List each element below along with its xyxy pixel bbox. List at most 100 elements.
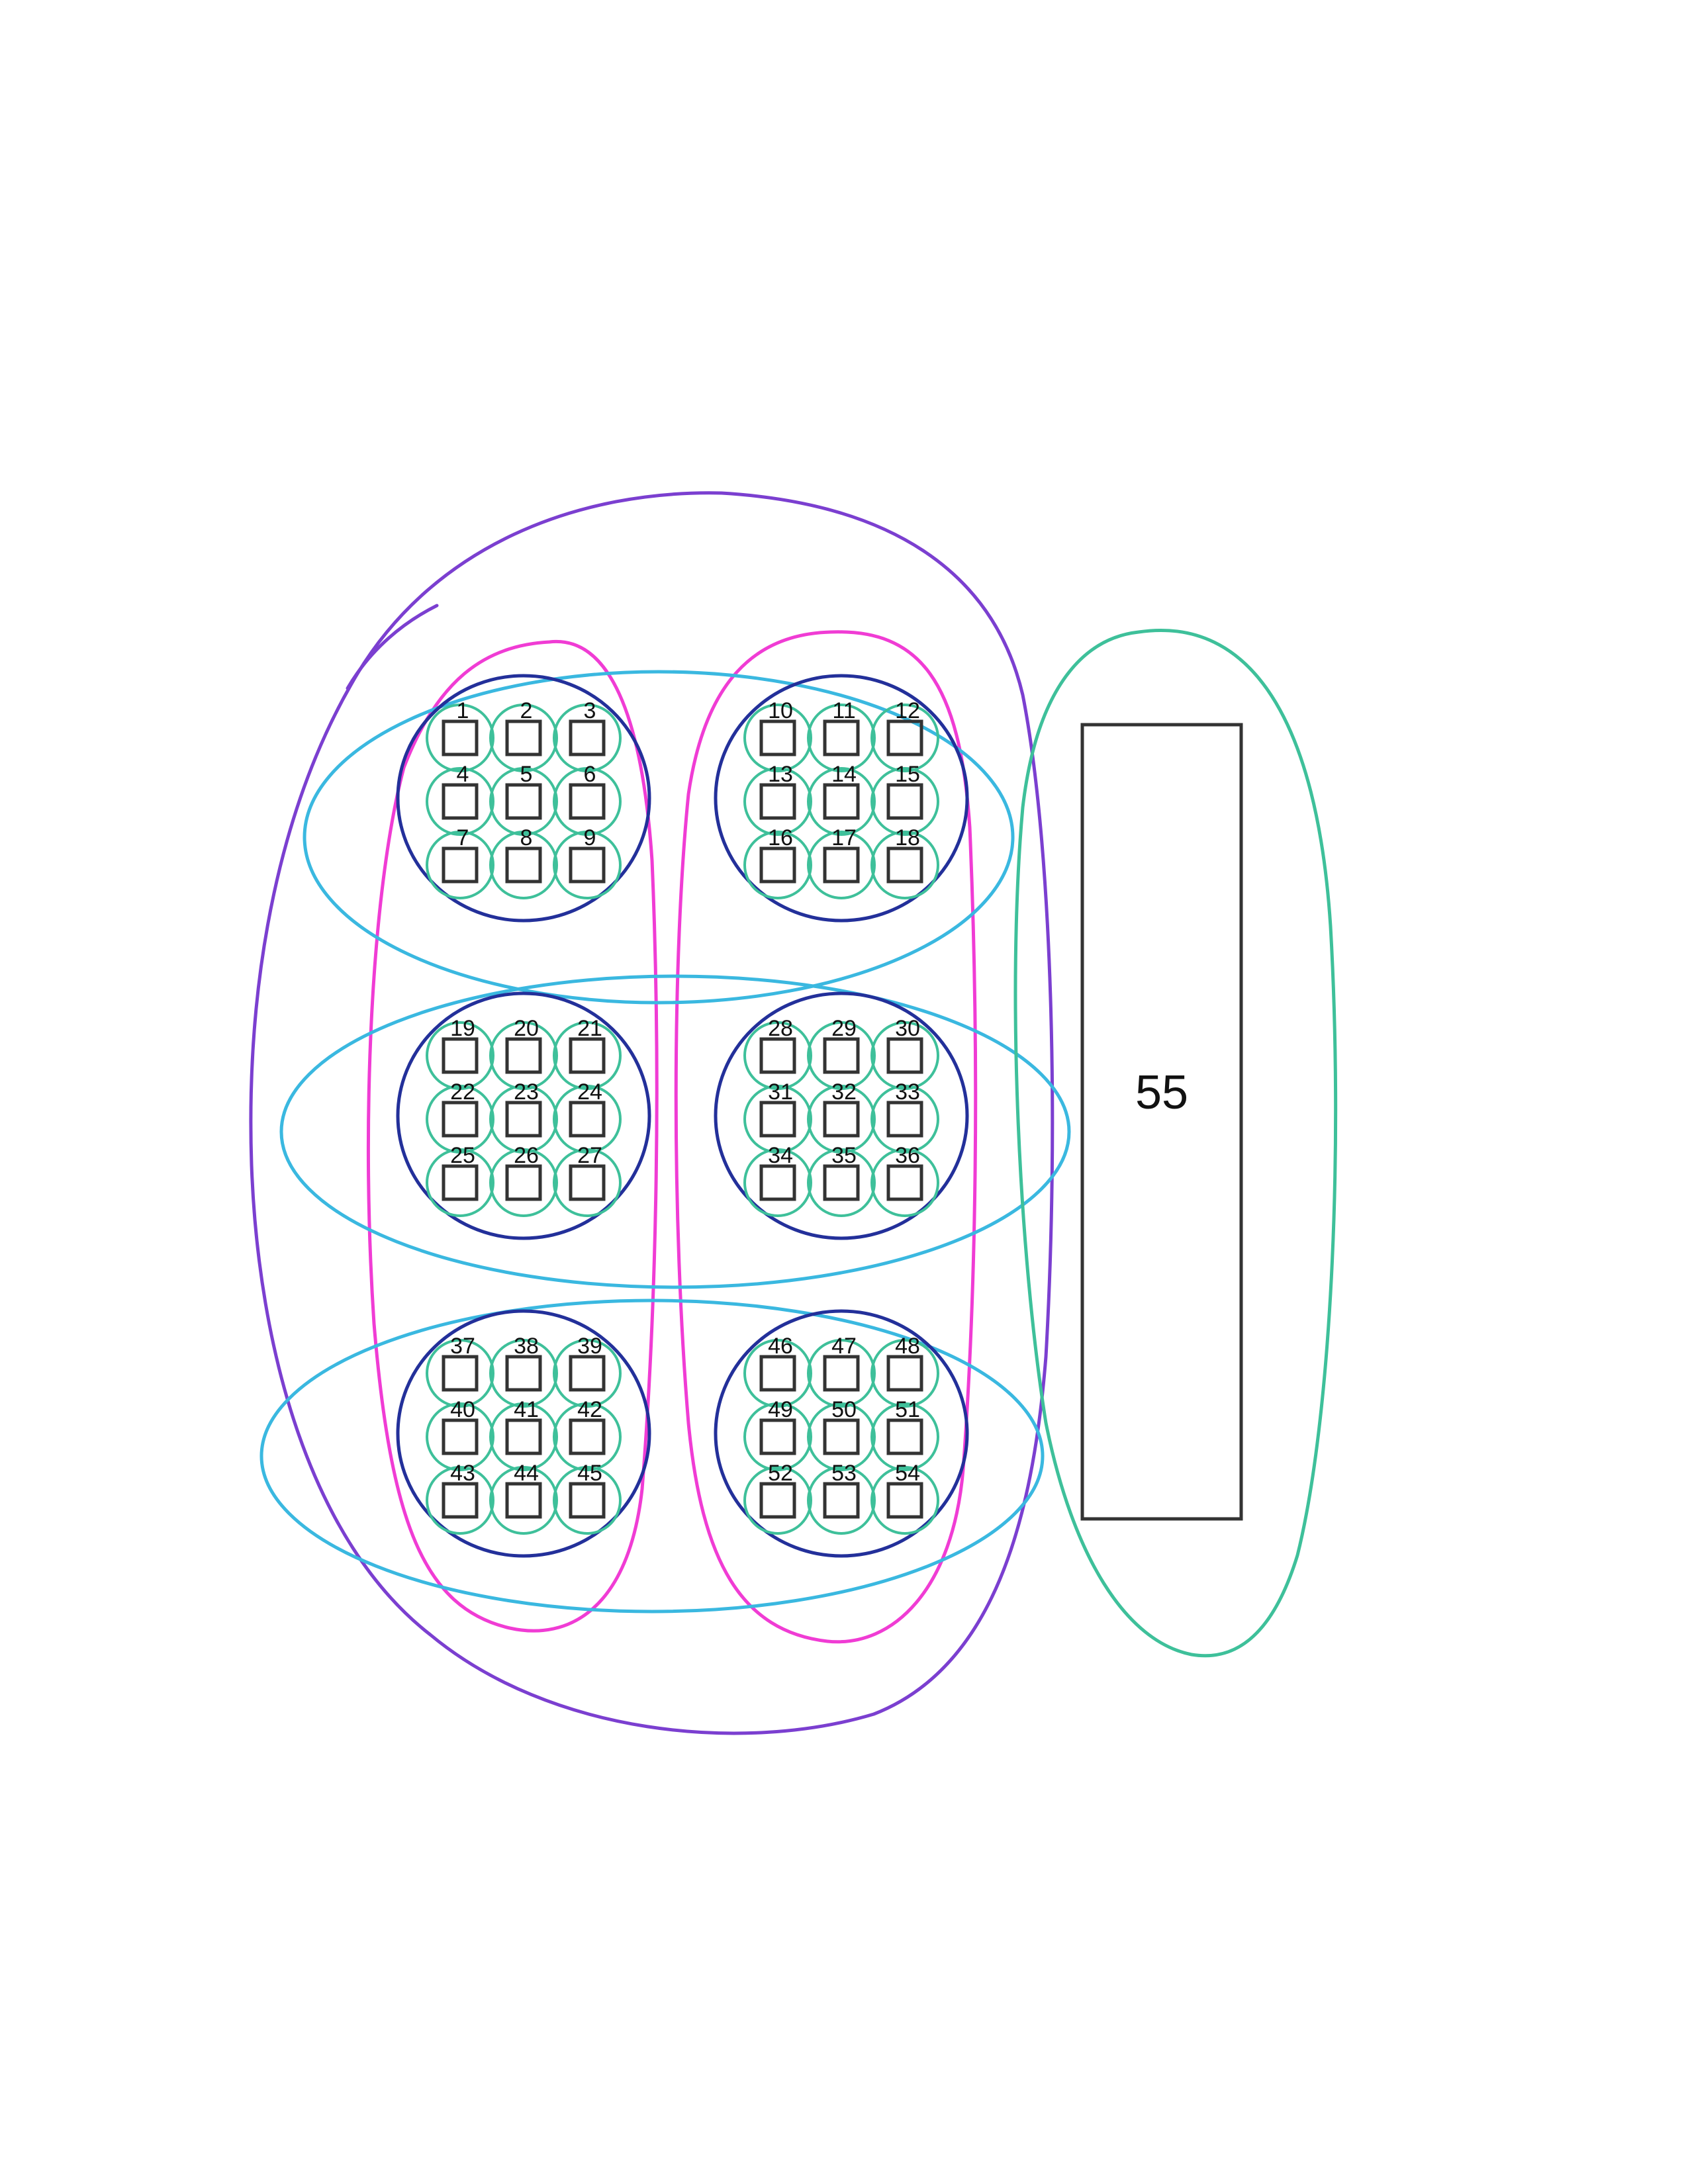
seat-number-label: 42	[577, 1397, 602, 1422]
seat-box	[886, 719, 923, 756]
green-seat-circle	[743, 767, 812, 836]
seat-box	[886, 1418, 923, 1455]
seat-box	[569, 1355, 606, 1392]
green-seat-circle	[743, 1085, 812, 1154]
green-seat-circle	[807, 1085, 876, 1154]
seat-group-bottom-left: 37 38 39 40 41 42 43 44 45	[396, 1309, 651, 1558]
seat-number-label: 53	[831, 1461, 857, 1486]
seat-box	[569, 1164, 606, 1201]
seat-number-label: 35	[831, 1143, 857, 1168]
seat-box	[442, 1418, 479, 1455]
seat-number-label: 30	[895, 1016, 920, 1041]
dark-blue-group-loop	[396, 674, 651, 923]
dark-blue-group-loop	[396, 991, 651, 1240]
seat-number-label: 50	[831, 1397, 857, 1422]
seat-number-label: 20	[514, 1016, 539, 1041]
green-seat-circle	[870, 1339, 939, 1408]
seat-number-label: 44	[514, 1461, 539, 1486]
seat-box	[823, 719, 860, 756]
seat-number-label: 48	[895, 1334, 920, 1359]
dark-blue-group-loop	[714, 991, 969, 1240]
green-seat-circle	[489, 1339, 558, 1408]
green-seat-circle	[807, 1402, 876, 1471]
seat-number-label: 47	[831, 1334, 857, 1359]
green-seat-circle	[489, 1021, 558, 1090]
green-seat-circle	[426, 1339, 494, 1408]
seat-box	[823, 1101, 860, 1138]
green-seat-circle	[743, 704, 812, 772]
seat-box	[505, 719, 542, 756]
seat-box	[569, 846, 606, 884]
green-seat-circle	[426, 1402, 494, 1471]
seat-number-label: 51	[895, 1397, 920, 1422]
panel-55: 55	[1080, 723, 1243, 1521]
green-seat-circle	[553, 1339, 622, 1408]
seat-box	[442, 1101, 479, 1138]
seat-number-label: 28	[768, 1016, 793, 1041]
seat-number-label: 22	[450, 1079, 475, 1105]
green-seat-circle	[426, 1466, 494, 1535]
dark-blue-group-loop	[714, 1309, 969, 1558]
green-seat-circle	[426, 704, 494, 772]
seat-group-bottom-right: 46 47 48 49 50 51 52 53 54	[714, 1309, 969, 1558]
green-seat-circle	[807, 1148, 876, 1217]
green-seat-circle	[807, 1466, 876, 1535]
light-blue-top-row-loop	[303, 670, 1015, 1005]
green-seat-circle	[426, 1148, 494, 1217]
seat-number-label: 1	[457, 698, 469, 723]
seat-box	[569, 1482, 606, 1519]
seat-box	[759, 1101, 796, 1138]
green-seat-circle	[870, 1021, 939, 1090]
seat-box	[442, 719, 479, 756]
green-seat-circle	[553, 1148, 622, 1217]
green-seat-circle	[870, 1085, 939, 1154]
seat-box	[442, 783, 479, 820]
green-seat-circle	[743, 1148, 812, 1217]
green-seat-circle	[743, 1402, 812, 1471]
seat-box	[886, 846, 923, 884]
green-seat-circle	[553, 1466, 622, 1535]
seat-box	[823, 846, 860, 884]
seat-box	[505, 1418, 542, 1455]
green-seat-circle	[489, 1466, 558, 1535]
green-seat-circle	[553, 831, 622, 899]
seat-number-label: 33	[895, 1079, 920, 1105]
seat-box	[442, 1164, 479, 1201]
seat-number-label: 36	[895, 1143, 920, 1168]
panel-box	[1080, 723, 1243, 1521]
seat-number-label: 18	[895, 825, 920, 850]
green-seat-circle	[870, 1148, 939, 1217]
seat-box	[823, 1037, 860, 1074]
dark-blue-group-loop	[714, 674, 969, 923]
seat-number-label: 31	[768, 1079, 793, 1105]
seat-number-label: 41	[514, 1397, 539, 1422]
seat-number-label: 26	[514, 1143, 539, 1168]
seat-box	[759, 1482, 796, 1519]
seat-box	[505, 1482, 542, 1519]
seat-box	[886, 1164, 923, 1201]
seat-number-label: 7	[457, 825, 469, 850]
green-seat-circle	[489, 704, 558, 772]
green-seat-circle	[426, 767, 494, 836]
seat-number-label: 4	[457, 762, 469, 787]
seat-number-label: 24	[577, 1079, 602, 1105]
seat-number-label: 13	[768, 762, 793, 787]
seat-group-middle-right: 28 29 30 31 32 33 34 35 36	[714, 991, 969, 1240]
seat-number-label: 45	[577, 1461, 602, 1486]
seat-number-label: 2	[520, 698, 533, 723]
green-seat-circle	[870, 704, 939, 772]
green-seat-circle	[426, 1021, 494, 1090]
seat-box	[569, 1418, 606, 1455]
seat-box	[569, 1037, 606, 1074]
seat-number-label: 10	[768, 698, 793, 723]
seat-number-label: 52	[768, 1461, 793, 1486]
seat-number-label: 5	[520, 762, 533, 787]
seat-number-label: 8	[520, 825, 533, 850]
seat-group-middle-left: 19 20 21 22 23 24 25 26 27	[396, 991, 651, 1240]
seat-box	[823, 1418, 860, 1455]
green-seat-circle	[426, 1085, 494, 1154]
seat-box	[505, 783, 542, 820]
green-seat-circle	[743, 1466, 812, 1535]
seat-box	[759, 1164, 796, 1201]
